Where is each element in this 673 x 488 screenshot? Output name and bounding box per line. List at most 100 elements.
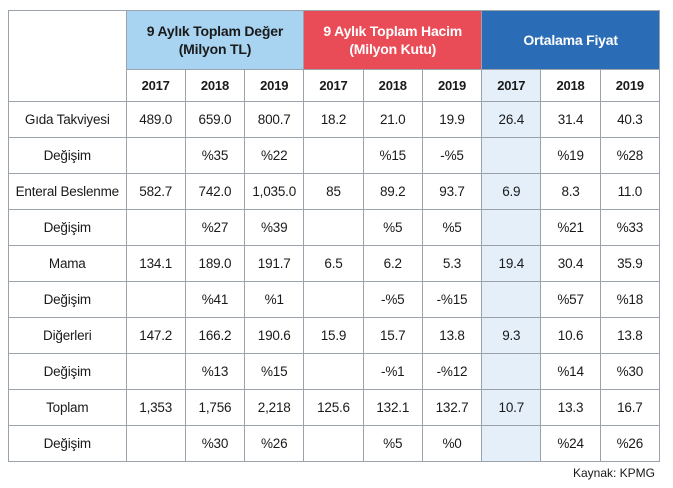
row-label: Gıda Takviyesi: [8, 101, 127, 138]
table-cell: 582.7: [125, 173, 186, 210]
source-note: Kaynak: KPMG: [572, 466, 655, 480]
table-cell: [303, 209, 364, 246]
table-cell: [125, 353, 186, 390]
table-cell: -%12: [421, 353, 483, 390]
year-header: 2017: [481, 69, 542, 102]
table-row: Enteral Beslenme 582.7 742.0 1,035.0 85 89.2 9…: [8, 173, 661, 210]
table-cell: 147.2: [125, 317, 186, 354]
table-cell: %13: [184, 353, 246, 390]
row-label: Değişim: [8, 353, 127, 390]
table-cell: 40.3: [599, 101, 661, 138]
table-cell: %18: [599, 281, 661, 318]
year-header: 2019: [421, 69, 483, 102]
table-cell: -%1: [362, 353, 423, 390]
table-cell: %30: [184, 425, 246, 462]
table-cell: %19: [540, 137, 601, 174]
table-row: Değişim %27 %39 %5 %5 %21 %33: [8, 209, 661, 246]
table-cell: %26: [244, 425, 305, 462]
table-cell: %5: [421, 209, 483, 246]
row-label: Değişim: [8, 209, 127, 246]
table-cell: 10.6: [540, 317, 601, 354]
table-cell: 15.9: [303, 317, 364, 354]
row-label: Değişim: [8, 281, 127, 318]
group-header-row: 9 Aylık Toplam Değer (Milyon TL) 9 Aylık…: [8, 10, 660, 102]
year-header: 2019: [244, 69, 305, 102]
table-row: Gıda Takviyesi 489.0 659.0 800.7 18.2 21.0 19.…: [8, 101, 661, 138]
table-cell: 6.5: [303, 245, 364, 282]
year-header: 2017: [303, 69, 364, 102]
table-cell: [303, 137, 364, 174]
table-cell: 166.2: [184, 317, 246, 354]
table-cell: 93.7: [421, 173, 483, 210]
table-cell: [303, 425, 364, 462]
table-cell: -%15: [421, 281, 483, 318]
table-cell: 8.3: [540, 173, 601, 210]
table-cell: [481, 425, 542, 462]
table-cell: %57: [540, 281, 601, 318]
table-cell: %22: [244, 137, 305, 174]
table-cell: 26.4: [481, 101, 542, 138]
table-cell: [125, 281, 186, 318]
table-cell: %27: [184, 209, 246, 246]
table-body: Gıda Takviyesi 489.0 659.0 800.7 18.2 21.0 19.…: [8, 101, 661, 462]
table-cell: 134.1: [125, 245, 186, 282]
table-cell: %30: [599, 353, 661, 390]
group-header-hacim: 9 Aylık Toplam Hacim (Milyon Kutu): [303, 10, 483, 70]
table-cell: [303, 281, 364, 318]
year-header: 2018: [540, 69, 601, 102]
table-cell: [481, 353, 542, 390]
table-cell: 800.7: [244, 101, 305, 138]
table-cell: [481, 137, 542, 174]
table-cell: 11.0: [599, 173, 661, 210]
table-row: Diğerleri 147.2 166.2 190.6 15.9 15.7 13.8 9.3 1…: [8, 317, 661, 354]
table-row: Değişim %35 %22 %15 -%5 %19 %28: [8, 137, 661, 174]
table-cell: 6.2: [362, 245, 423, 282]
group-title: 9 Aylık Toplam Hacim: [323, 23, 463, 39]
table-cell: 489.0: [125, 101, 186, 138]
year-header: 2019: [599, 69, 661, 102]
table-cell: 2,218: [244, 389, 305, 426]
table-cell: [125, 137, 186, 174]
table-cell: %41: [184, 281, 246, 318]
table-cell: [125, 425, 186, 462]
table-cell: 13.3: [540, 389, 601, 426]
table-cell: %26: [599, 425, 661, 462]
table-row: Toplam 1,353 1,756 2,218 125.6 132.1 132.7 10.7…: [8, 389, 661, 426]
market-table: 9 Aylık Toplam Değer (Milyon TL) 9 Aylık…: [8, 10, 661, 462]
table-cell: %14: [540, 353, 601, 390]
table-cell: [481, 281, 542, 318]
table-cell: 13.8: [599, 317, 661, 354]
row-label: Değişim: [8, 137, 127, 174]
table-cell: %15: [244, 353, 305, 390]
table-cell: 190.6: [244, 317, 305, 354]
table-cell: 31.4: [540, 101, 601, 138]
table-cell: 21.0: [362, 101, 423, 138]
table-cell: -%5: [362, 281, 423, 318]
year-header-row: 2017 2018 2019 2017 2018 2019 2017 2018 …: [9, 69, 661, 102]
table-cell: 9.3: [481, 317, 542, 354]
group-title: 9 Aylık Toplam Değer: [146, 23, 284, 39]
table-cell: %5: [362, 209, 423, 246]
table-cell: [303, 353, 364, 390]
row-label: Toplam: [8, 389, 127, 426]
row-label: Mama: [8, 245, 127, 282]
table-cell: 742.0: [184, 173, 246, 210]
table-cell: 6.9: [481, 173, 542, 210]
table-cell: 1,353: [125, 389, 186, 426]
corner-cell: [8, 10, 127, 102]
table-cell: %24: [540, 425, 601, 462]
group-title: Ortalama Fiyat: [523, 32, 618, 48]
table-cell: -%5: [421, 137, 483, 174]
table-cell: %35: [184, 137, 246, 174]
table-cell: 10.7: [481, 389, 542, 426]
table-cell: %33: [599, 209, 661, 246]
table-cell: 189.0: [184, 245, 246, 282]
table-row: Değişim %30 %26 %5 %0 %24 %26: [8, 425, 661, 462]
table-cell: 132.7: [421, 389, 483, 426]
group-subtitle: (Milyon TL): [178, 41, 252, 57]
group-subtitle: (Milyon Kutu): [349, 41, 437, 57]
table-cell: 1,035.0: [244, 173, 305, 210]
table-cell: %15: [362, 137, 423, 174]
row-label: Diğerleri: [8, 317, 127, 354]
table-cell: 85: [303, 173, 364, 210]
